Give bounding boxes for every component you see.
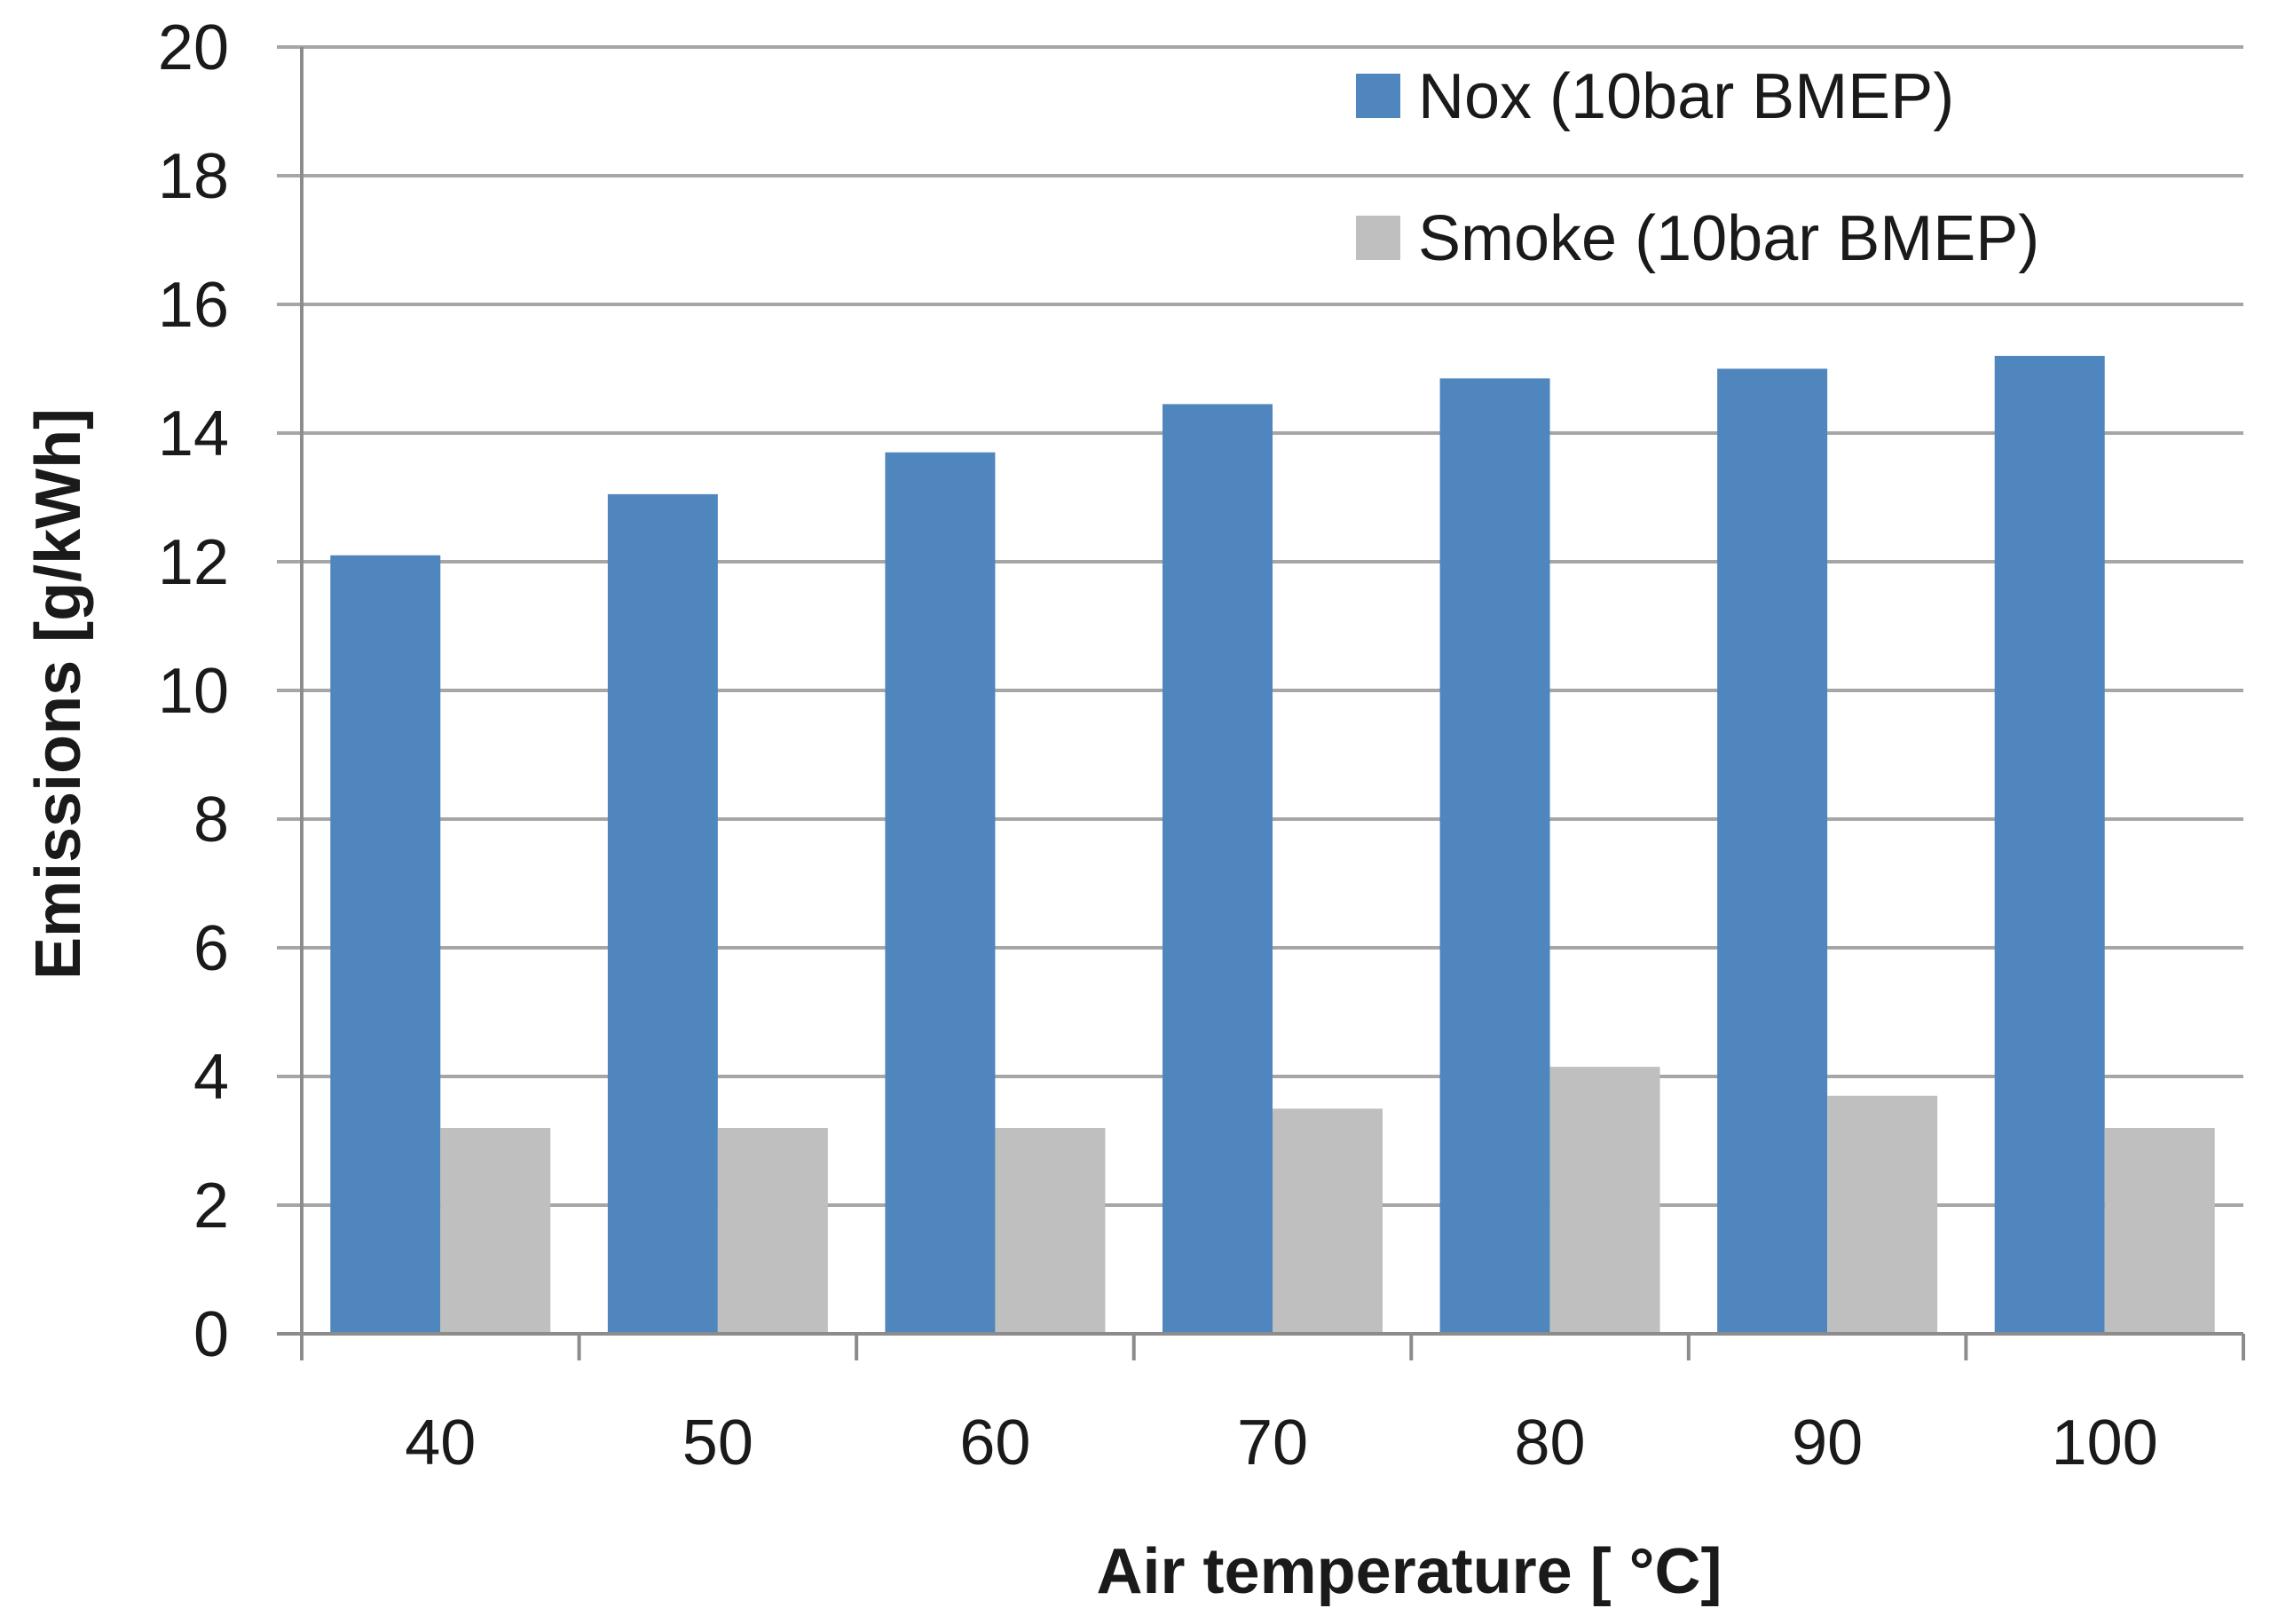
bar-smoke-90 xyxy=(1827,1095,1938,1334)
x-tick-label: 40 xyxy=(405,1407,476,1478)
bar-smoke-80 xyxy=(1549,1067,1660,1334)
bar-nox-60 xyxy=(885,452,996,1334)
bar-smoke-50 xyxy=(717,1128,828,1334)
bar-nox-80 xyxy=(1439,378,1550,1334)
bar-nox-40 xyxy=(330,555,441,1334)
bar-smoke-100 xyxy=(2104,1128,2215,1334)
y-tick-label: 20 xyxy=(158,12,229,83)
x-tick-label: 50 xyxy=(682,1407,753,1478)
y-axis-title: Emissions [g/kWh] xyxy=(23,408,94,980)
bar-smoke-40 xyxy=(440,1128,551,1334)
y-tick-label: 0 xyxy=(193,1299,229,1370)
x-tick-label: 100 xyxy=(2052,1407,2158,1478)
bar-smoke-70 xyxy=(1273,1108,1383,1334)
x-tick-label: 70 xyxy=(1237,1407,1308,1478)
y-tick-label: 8 xyxy=(193,784,229,855)
y-tick-label: 10 xyxy=(158,656,229,727)
x-tick-label: 60 xyxy=(959,1407,1030,1478)
bars xyxy=(330,356,2215,1334)
y-tick-label: 16 xyxy=(158,270,229,341)
bar-nox-100 xyxy=(1994,356,2105,1334)
y-tick-label: 6 xyxy=(193,913,229,984)
x-tick-label: 90 xyxy=(1792,1407,1863,1478)
x-tick-label: 80 xyxy=(1515,1407,1586,1478)
y-tick-label: 12 xyxy=(158,527,229,598)
bar-nox-50 xyxy=(607,493,718,1334)
legend-label-nox: Nox (10bar BMEP) xyxy=(1418,61,1954,132)
legend: Nox (10bar BMEP) Smoke (10bar BMEP) xyxy=(1356,61,2039,274)
bar-nox-90 xyxy=(1717,368,1828,1334)
x-tick-labels: 40 50 60 70 80 90 100 xyxy=(405,1407,2158,1478)
axes xyxy=(277,47,2245,1360)
legend-swatch-smoke xyxy=(1356,216,1400,260)
bar-smoke-60 xyxy=(995,1128,1106,1334)
bar-nox-70 xyxy=(1163,404,1273,1334)
y-tick-labels: 0 2 4 6 8 10 12 14 16 18 20 xyxy=(158,12,229,1370)
legend-label-smoke: Smoke (10bar BMEP) xyxy=(1418,203,2039,274)
y-tick-label: 2 xyxy=(193,1171,229,1242)
y-tick-label: 14 xyxy=(158,398,229,469)
legend-swatch-nox xyxy=(1356,74,1400,118)
y-tick-label: 4 xyxy=(193,1042,229,1113)
y-tick-label: 18 xyxy=(158,141,229,212)
x-axis-title: Air temperature [ °C] xyxy=(1097,1536,1722,1607)
